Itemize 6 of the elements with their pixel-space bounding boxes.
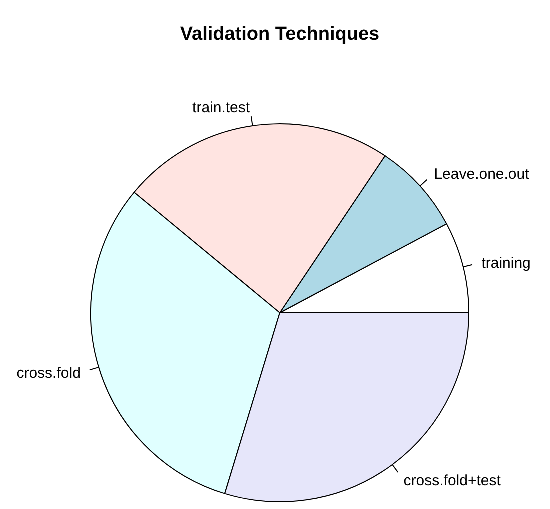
slice-label: train.test bbox=[192, 100, 251, 117]
slice-label: cross.fold+test bbox=[404, 472, 502, 490]
slice-label: Leave.one.out bbox=[434, 166, 530, 183]
slice-label: cross.fold bbox=[16, 365, 81, 382]
slice-label: training bbox=[482, 254, 531, 272]
chart-title: Validation Techniques bbox=[180, 24, 380, 45]
